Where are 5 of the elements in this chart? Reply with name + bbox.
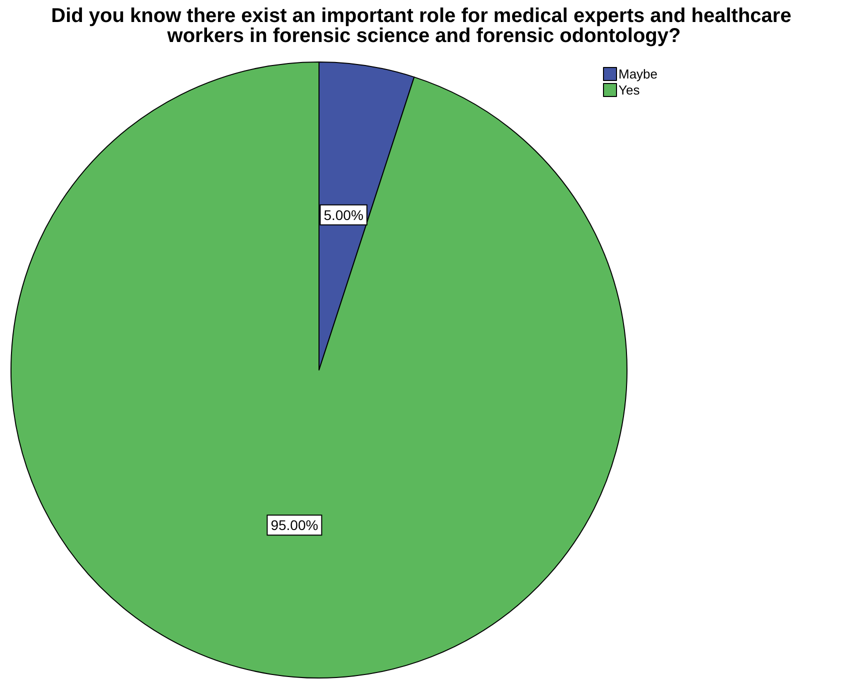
chart-title: Did you know there exist an important role for medical experts and healthcare workers in forensic science and forensic odontology? xyxy=(51,5,797,47)
data-label: 5.00% xyxy=(324,206,364,223)
legend-label: Yes xyxy=(618,82,640,98)
legend-label: Maybe xyxy=(618,66,658,82)
data-label: 95.00% xyxy=(270,517,318,534)
